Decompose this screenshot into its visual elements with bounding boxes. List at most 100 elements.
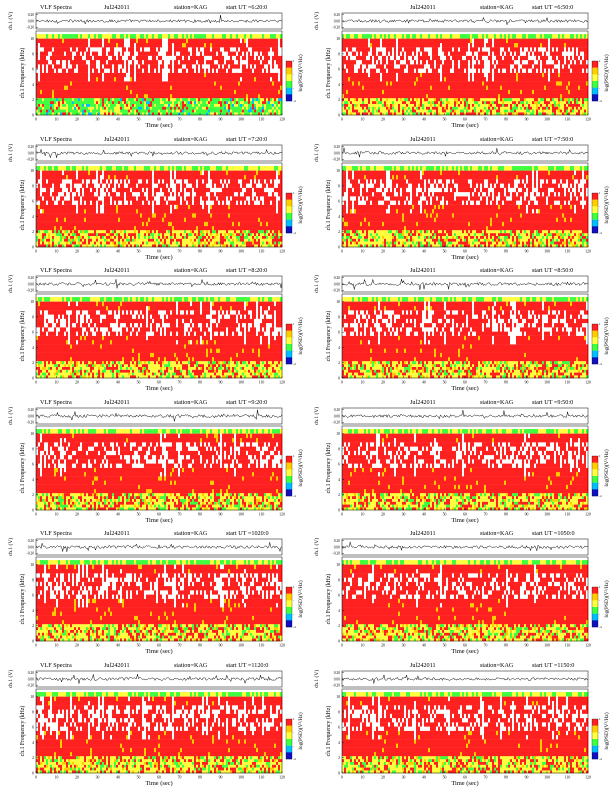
panel-title: VLF Spectra Jul242011 station=KAG start UT …: [4, 398, 302, 408]
colorbar-swatch: [286, 613, 292, 621]
spectrogram-xtick-label: 0: [341, 381, 343, 385]
spectrogram-ytick-label: 4: [338, 609, 340, 613]
colorbar-tick-label: -: [293, 480, 294, 484]
colorbar: 1 - - -4 log(PSD)(V²/Hz): [591, 712, 610, 761]
spectrogram-ylabel: ch.1 Frequency (kHz): [19, 574, 26, 625]
colorbar-swatch: [592, 61, 598, 68]
waveform-line: [35, 15, 282, 25]
spectrogram-xtick-label: 0: [341, 118, 343, 122]
colorbar-swatch: [592, 462, 598, 470]
spectrogram-xtick-label: 60: [463, 249, 467, 253]
spectrogram-xtick-label: 80: [198, 644, 202, 648]
waveform-tick-label: -0.20: [27, 420, 35, 424]
waveform-tick-label: 0.20: [334, 13, 340, 17]
colorbar-tick-label: -4: [293, 494, 296, 498]
spectrogram-xtick-label: 50: [137, 249, 141, 253]
colorbar-tick-label: -4: [293, 625, 296, 629]
colorbar-swatch: [592, 482, 598, 490]
colorbar-swatch: [592, 613, 598, 621]
spectrogram-ytick-label: 4: [32, 214, 34, 218]
panel-title-start: start UT =6:20:0: [226, 4, 267, 11]
spectrogram-xtick-label: 60: [463, 118, 467, 122]
colorbar-tick-label: -: [293, 86, 294, 90]
spectrogram-xtick-label: 110: [565, 775, 571, 779]
panel-title: VLF Spectra Jul242011 station=KAG start UT …: [4, 3, 302, 13]
spectrogram-xtick-label: 110: [565, 512, 571, 516]
spectrogram-ytick-label: 10: [30, 432, 34, 436]
spectrogram-xtick-label: 60: [157, 775, 161, 779]
waveform-ylabel: ch.1 (V): [7, 275, 14, 293]
spectrogram-xtick-label: 40: [422, 118, 426, 122]
waveform-plot: 0.20 0.00 -0.20 ch.1 (V): [313, 275, 589, 293]
spectrogram-xtick-label: 50: [443, 249, 447, 253]
spectrogram-panel: Jul242011 station=KAG start UT =1150:0 0.20…: [306, 661, 612, 792]
waveform-tick-label: 0.00: [334, 151, 340, 155]
spectrogram-xtick-label: 30: [402, 118, 406, 122]
colorbar-swatch: [592, 225, 598, 233]
colorbar-swatch: [592, 745, 598, 753]
colorbar-tick-label: 1: [599, 717, 601, 721]
colorbar: 1 - - -4 log(PSD)(V²/Hz): [285, 580, 304, 629]
spectrogram-ytick-label: 4: [338, 83, 340, 87]
colorbar-swatch: [286, 67, 292, 75]
panel-title-left: VLF Spectra: [40, 4, 72, 11]
panel-title-station: station=KAG: [480, 662, 513, 669]
spectrogram-panel: VLF Spectra Jul242011 station=KAG start UT …: [0, 661, 306, 792]
spectrogram-xtick-label: 120: [585, 249, 591, 253]
spectrogram-xtick-label: 0: [35, 644, 37, 648]
colorbar: 1 - - -4 log(PSD)(V²/Hz): [591, 186, 610, 235]
spectrogram-ytick-label: 10: [336, 563, 340, 567]
spectrogram-ytick-label: 6: [338, 68, 340, 72]
spectrogram-ylabel: ch.1 Frequency (kHz): [19, 48, 26, 99]
spectrogram-xtick-label: 10: [55, 381, 59, 385]
panel-title-start: start UT =8:50:0: [532, 267, 573, 274]
waveform-ylabel: ch.1 (V): [313, 275, 320, 293]
colorbar-swatch: [286, 587, 292, 594]
colorbar-tick-label: 1: [293, 322, 295, 326]
colorbar-swatch: [286, 482, 292, 490]
spectrogram-xtick-label: 90: [525, 249, 529, 253]
spectrogram-xtick-label: 0: [35, 775, 37, 779]
colorbar-swatch: [286, 738, 292, 746]
colorbar-tick-label: 1: [599, 191, 601, 195]
colorbar-tick-label: 1: [599, 59, 601, 63]
spectrogram-xtick-label: 50: [443, 512, 447, 516]
colorbar-tick-label: -: [293, 612, 294, 616]
colorbar-swatch: [286, 344, 292, 351]
colorbar-tick-label: -: [293, 73, 294, 77]
spectrogram-ytick-label: 2: [32, 756, 34, 760]
colorbar-tick-label: -: [599, 730, 600, 734]
colorbar-label: log(PSD)(V²/Hz): [297, 580, 304, 617]
spectrogram-xtick-label: 60: [157, 118, 161, 122]
waveform-tick-label: 0.00: [334, 414, 340, 418]
spectrogram-xtick-label: 30: [402, 644, 406, 648]
spectrogram-xtick-label: 60: [157, 381, 161, 385]
colorbar-tick-label: -4: [599, 362, 602, 366]
panel-title-left: VLF Spectra: [40, 267, 72, 274]
spectrogram-xtick-label: 60: [463, 644, 467, 648]
spectrogram-xtick-label: 10: [55, 249, 59, 253]
spectrogram-panel: VLF Spectra Jul242011 station=KAG start UT …: [0, 529, 306, 660]
spectrogram-ylabel: ch.1 Frequency (kHz): [325, 442, 332, 493]
waveform-ylabel: ch.1 (V): [7, 669, 14, 687]
spectrogram-ytick-label: 6: [32, 462, 34, 466]
panel-title-station: station=KAG: [480, 267, 513, 274]
spectrogram-xtick-label: 100: [544, 644, 550, 648]
spectrogram-xtick-label: 10: [55, 644, 59, 648]
spectrogram-ytick-label: 6: [32, 594, 34, 598]
spectrogram-ytick-label: 6: [338, 462, 340, 466]
spectrogram-ytick-label: 0: [338, 245, 340, 249]
colorbar-swatch: [286, 751, 292, 759]
spectrogram-xtick-label: 90: [525, 512, 529, 516]
spectrogram-ytick-label: 8: [338, 710, 340, 714]
spectrogram-xtick-label: 100: [238, 249, 244, 253]
spectrogram-xtick-label: 70: [484, 381, 488, 385]
spectrogram-ytick-label: 6: [338, 594, 340, 598]
